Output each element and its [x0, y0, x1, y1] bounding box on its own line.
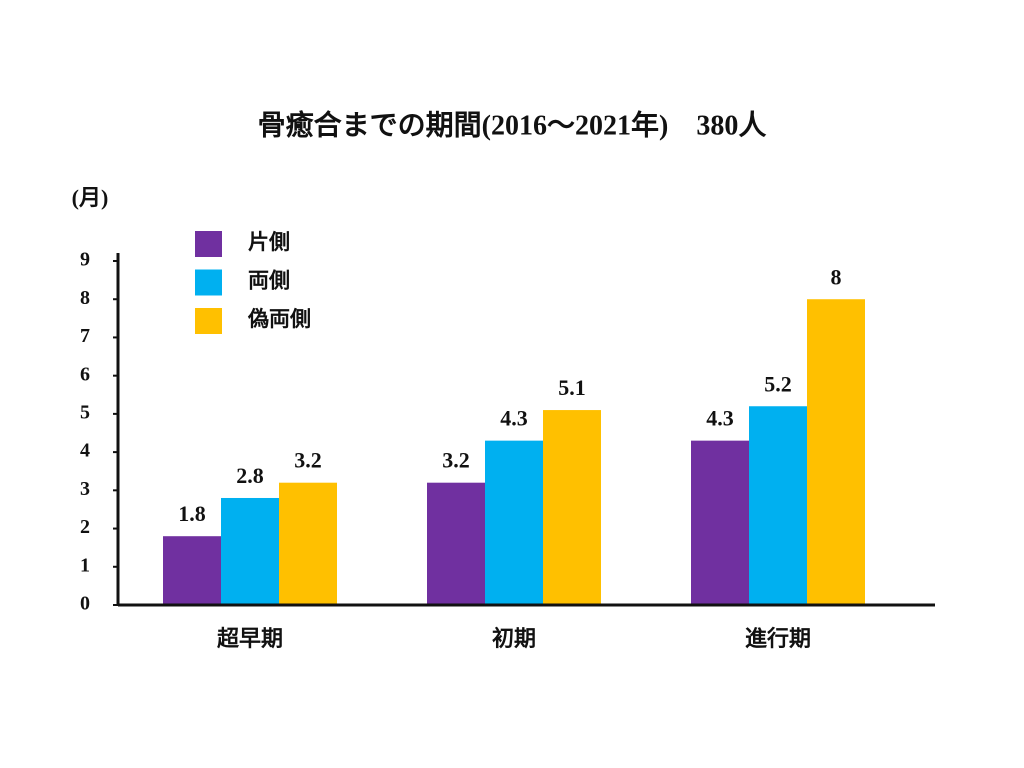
legend-swatch	[195, 308, 222, 334]
legend-label: 偽両側	[247, 307, 311, 331]
bar	[427, 482, 485, 605]
legend-label: 片側	[248, 230, 290, 254]
data-label: 5.2	[764, 371, 792, 396]
bar	[543, 410, 601, 605]
data-label: 2.8	[236, 463, 264, 488]
y-tick-label: 2	[80, 516, 90, 538]
chart-title: 骨癒合までの期間(2016〜2021年) 380人	[258, 108, 767, 141]
bar	[163, 536, 221, 605]
legend-label: 両側	[248, 268, 290, 292]
y-tick-label: 3	[80, 478, 90, 500]
y-tick-label: 5	[80, 401, 90, 423]
y-tick-label: 7	[80, 325, 90, 347]
data-label: 4.3	[500, 406, 528, 431]
y-tick-label: 4	[80, 440, 90, 462]
x-tick-label: 超早期	[217, 626, 283, 651]
y-tick-label: 6	[80, 363, 90, 385]
y-axis-label: (月)	[72, 185, 109, 210]
y-tick-label: 9	[80, 249, 90, 271]
data-label: 8	[831, 264, 842, 289]
legend-swatch	[195, 269, 222, 296]
bar	[221, 497, 279, 605]
y-tick-label: 1	[80, 554, 90, 576]
data-label: 1.8	[178, 501, 206, 526]
legend-swatch	[195, 231, 222, 257]
y-tick-label: 0	[80, 593, 90, 615]
bar	[749, 406, 807, 605]
bar	[279, 482, 337, 605]
bar	[691, 440, 749, 605]
x-tick-label: 初期	[492, 626, 536, 651]
data-label: 3.2	[442, 448, 470, 473]
x-tick-label: 進行期	[745, 626, 811, 651]
data-label: 4.3	[706, 406, 734, 431]
data-label: 5.1	[558, 375, 586, 400]
bar	[807, 299, 865, 605]
y-tick-label: 8	[80, 287, 90, 309]
data-label: 3.2	[294, 448, 322, 473]
bar	[485, 440, 543, 605]
